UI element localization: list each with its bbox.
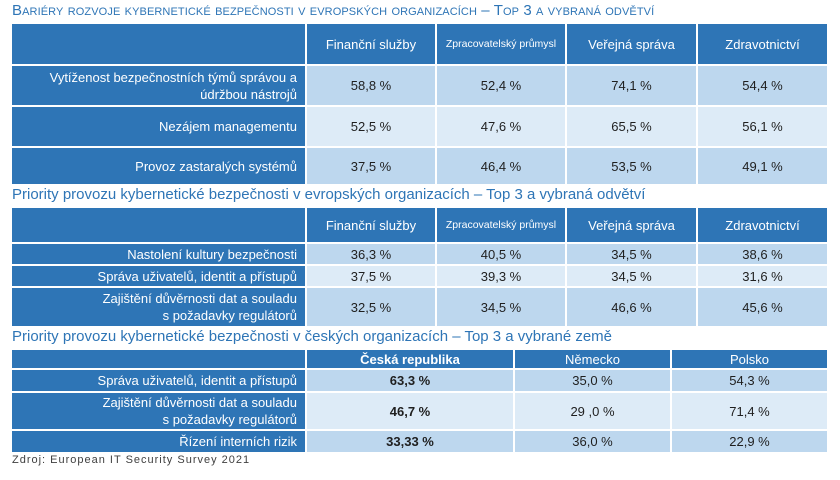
col-header: Česká republika (306, 350, 515, 369)
row-label: Provoz zastaralých systémů (12, 146, 307, 184)
table-cell: 45,6 % (697, 286, 829, 326)
header-corner (12, 24, 307, 65)
eu-priorities-table: Finanční služby Zpracovatelský průmysl V… (12, 208, 829, 326)
table-cell: 22,9 % (671, 429, 829, 452)
table-row: Nastolení kultury bezpečnosti 36,3 % 40,… (12, 242, 829, 265)
table-header-row: Finanční služby Zpracovatelský průmysl V… (12, 24, 829, 65)
row-label: Správa uživatelů, identit a přístupů (12, 368, 307, 392)
table-cell: 65,5 % (566, 105, 698, 147)
table-cell: 39,3 % (436, 264, 567, 287)
col-header: Zdravotnictví (697, 24, 829, 65)
table-cell: 34,5 % (436, 286, 567, 326)
table2-title: Priority provozu kybernetické bezpečnost… (12, 186, 646, 203)
row-label: Zajištění důvěrnosti dat a souladu s pož… (12, 391, 307, 430)
row-label-line: údržbou nástrojů (200, 86, 297, 102)
table-cell: 46,4 % (436, 146, 567, 184)
cz-priorities-table: Česká republika Německo Polsko Správa už… (12, 350, 829, 452)
row-label-line: s požadavky regulátorů (162, 308, 297, 323)
table-cell: 37,5 % (306, 264, 437, 287)
table-cell: 52,4 % (436, 64, 567, 106)
table-cell: 40,5 % (436, 242, 567, 265)
table-cell: 63,3 % (306, 368, 515, 392)
table-cell: 33,33 % (306, 429, 515, 452)
table-cell: 47,6 % (436, 105, 567, 147)
table-row: Řízení interních rizik 33,33 % 36,0 % 22… (12, 429, 829, 452)
row-label-line: Zajištění důvěrnosti dat a souladu (102, 395, 297, 410)
document: Bariéry rozvoje kybernetické bezpečnosti… (12, 0, 829, 466)
row-label-line: s požadavky regulátorů (162, 412, 297, 427)
table-cell: 71,4 % (671, 391, 829, 430)
col-header: Německo (514, 350, 672, 369)
row-label-line: Správa uživatelů, identit a přístupů (97, 373, 297, 388)
col-header: Veřejná správa (566, 24, 698, 65)
table-row: Zajištění důvěrnosti dat a souladu s pož… (12, 391, 829, 430)
table-row: Vytíženost bezpečnostních týmů správou a… (12, 64, 829, 106)
row-label-line: Správa uživatelů, identit a přístupů (97, 268, 297, 284)
header-corner (12, 208, 307, 243)
row-label: Nastolení kultury bezpečnosti (12, 242, 307, 265)
table-cell: 38,6 % (697, 242, 829, 265)
row-label-line: Nastolení kultury bezpečnosti (127, 246, 297, 262)
table-cell: 46,7 % (306, 391, 515, 430)
table-cell: 36,0 % (514, 429, 672, 452)
row-label: Správa uživatelů, identit a přístupů (12, 264, 307, 287)
table-cell: 29 ,0 % (514, 391, 672, 430)
table1-title: Bariéry rozvoje kybernetické bezpečnosti… (12, 2, 655, 19)
barriers-table: Finanční služby Zpracovatelský průmysl V… (12, 24, 829, 184)
col-header: Zpracovatelský průmysl (436, 24, 567, 65)
table-header-row: Finanční služby Zpracovatelský průmysl V… (12, 208, 829, 243)
table-row: Provoz zastaralých systémů 37,5 % 46,4 %… (12, 146, 829, 184)
table-cell: 34,5 % (566, 264, 698, 287)
table-cell: 36,3 % (306, 242, 437, 265)
table-cell: 32,5 % (306, 286, 437, 326)
row-label: Vytíženost bezpečnostních týmů správou a… (12, 64, 307, 106)
table-row: Zajištění důvěrnosti dat a souladu s pož… (12, 286, 829, 326)
col-header: Veřejná správa (566, 208, 698, 243)
source-note: Zdroj: European IT Security Survey 2021 (12, 454, 251, 466)
row-label-line: Zajištění důvěrnosti dat a souladu (102, 291, 297, 306)
col-header: Zpracovatelský průmysl (436, 208, 567, 243)
table-cell: 35,0 % (514, 368, 672, 392)
col-header: Zdravotnictví (697, 208, 829, 243)
col-header: Finanční služby (306, 24, 437, 65)
row-label-line: Provoz zastaralých systémů (135, 158, 297, 174)
table-cell: 74,1 % (566, 64, 698, 106)
table-cell: 56,1 % (697, 105, 829, 147)
table3-title: Priority provozu kybernetické bezpečnost… (12, 328, 613, 345)
table-cell: 49,1 % (697, 146, 829, 184)
table-cell: 54,4 % (697, 64, 829, 106)
table-row: Nezájem managementu 52,5 % 47,6 % 65,5 %… (12, 105, 829, 147)
row-label: Zajištění důvěrnosti dat a souladu s pož… (12, 286, 307, 326)
col-header: Polsko (671, 350, 829, 369)
row-label: Nezájem managementu (12, 105, 307, 147)
table-cell: 53,5 % (566, 146, 698, 184)
row-label-line: Vytíženost bezpečnostních týmů správou a (49, 69, 297, 85)
header-corner (12, 350, 307, 369)
table-cell: 37,5 % (306, 146, 437, 184)
row-label: Řízení interních rizik (12, 429, 307, 452)
table-cell: 54,3 % (671, 368, 829, 392)
table-cell: 31,6 % (697, 264, 829, 287)
table-cell: 58,8 % (306, 64, 437, 106)
table-row: Správa uživatelů, identit a přístupů 37,… (12, 264, 829, 287)
table-cell: 46,6 % (566, 286, 698, 326)
table-cell: 34,5 % (566, 242, 698, 265)
col-header: Finanční služby (306, 208, 437, 243)
table-header-row: Česká republika Německo Polsko (12, 350, 829, 369)
row-label-line: Řízení interních rizik (179, 434, 297, 449)
row-label-line: Nezájem managementu (158, 119, 297, 134)
table-cell: 52,5 % (306, 105, 437, 147)
table-row: Správa uživatelů, identit a přístupů 63,… (12, 368, 829, 392)
